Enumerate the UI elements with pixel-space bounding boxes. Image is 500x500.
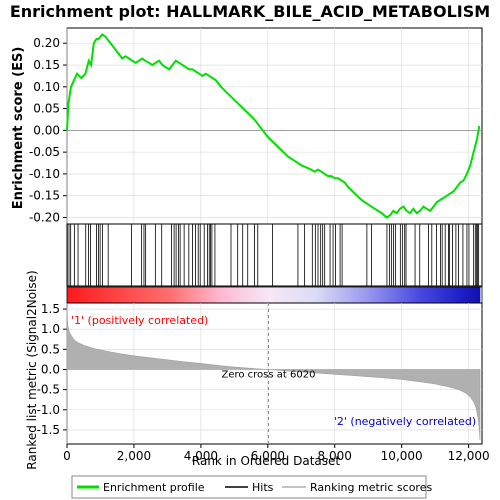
legend: Enrichment profile Hits Ranking metric s… — [71, 475, 432, 499]
es-tick-label: 0.05 — [33, 102, 60, 116]
es-tick-label: 0.15 — [33, 58, 60, 72]
metric-tick-label: 0.5 — [41, 342, 60, 356]
x-tick-label: 12,000 — [448, 449, 490, 463]
hits-panel — [66, 223, 483, 287]
x-tick-label: 2,000 — [117, 449, 151, 463]
x-tick-label: 8,000 — [318, 449, 352, 463]
x-tick-label: 0 — [63, 449, 71, 463]
es-tick-label: 0.20 — [33, 36, 60, 50]
metric-tick-label: -0.5 — [37, 383, 60, 397]
es-tick-label: 0.00 — [33, 123, 60, 137]
zero-cross-label: Zero cross at 6020 — [221, 369, 315, 380]
metric-tick-label: 0.0 — [41, 362, 60, 376]
metric-tick-label: 1.5 — [41, 302, 60, 316]
es-tick-label: -0.05 — [29, 145, 60, 159]
legend-profile-label: Enrichment profile — [103, 481, 205, 494]
legend-metric-label: Ranking metric scores — [310, 481, 432, 494]
negative-correlation-label: '2' (negatively correlated) — [334, 415, 476, 428]
enrichment-panel: 0.20 0.15 0.10 0.05 0.00 -0.05 -0.10 -0.15 -0.20 — [29, 27, 483, 225]
es-tick-label: -0.20 — [29, 210, 60, 224]
ranked-metric-panel: 1.5 1.0 0.5 0.0 -0.5 -1.0 -1.50 2,000 4,000 6,000… — [37, 302, 490, 463]
x-axis-label: Rank in Ordered Dataset — [192, 454, 340, 468]
rank-color-bar — [66, 286, 483, 304]
chart-title: Enrichment plot: HALLMARK_BILE_ACID_META… — [10, 2, 490, 21]
enrichment-profile-line — [66, 33, 481, 219]
positive-correlation-label: '1' (positively correlated) — [71, 314, 208, 327]
es-plot-area — [66, 27, 483, 225]
legend-hits-label: Hits — [252, 481, 274, 494]
legend-box — [71, 475, 427, 499]
metric-tick-label: 1.0 — [41, 322, 60, 336]
es-tick-label: 0.10 — [33, 80, 60, 94]
ranked-metric-area — [66, 308, 481, 441]
es-axis-label: Enrichment score (ES) — [11, 47, 26, 210]
metric-tick-label: -1.5 — [37, 423, 60, 437]
es-tick-label: -0.10 — [29, 167, 60, 181]
x-tick-label: 10,000 — [381, 449, 423, 463]
x-tick-label: 6,000 — [251, 449, 285, 463]
es-tick-label: -0.15 — [29, 189, 60, 203]
rank-gradient-bar — [67, 287, 481, 303]
hits-plot-area — [66, 223, 483, 287]
x-tick-label: 4,000 — [184, 449, 218, 463]
metric-tick-label: -1.0 — [37, 403, 60, 417]
metric-axis-label: Ranked list metric (Signal2Noise) — [25, 270, 39, 469]
